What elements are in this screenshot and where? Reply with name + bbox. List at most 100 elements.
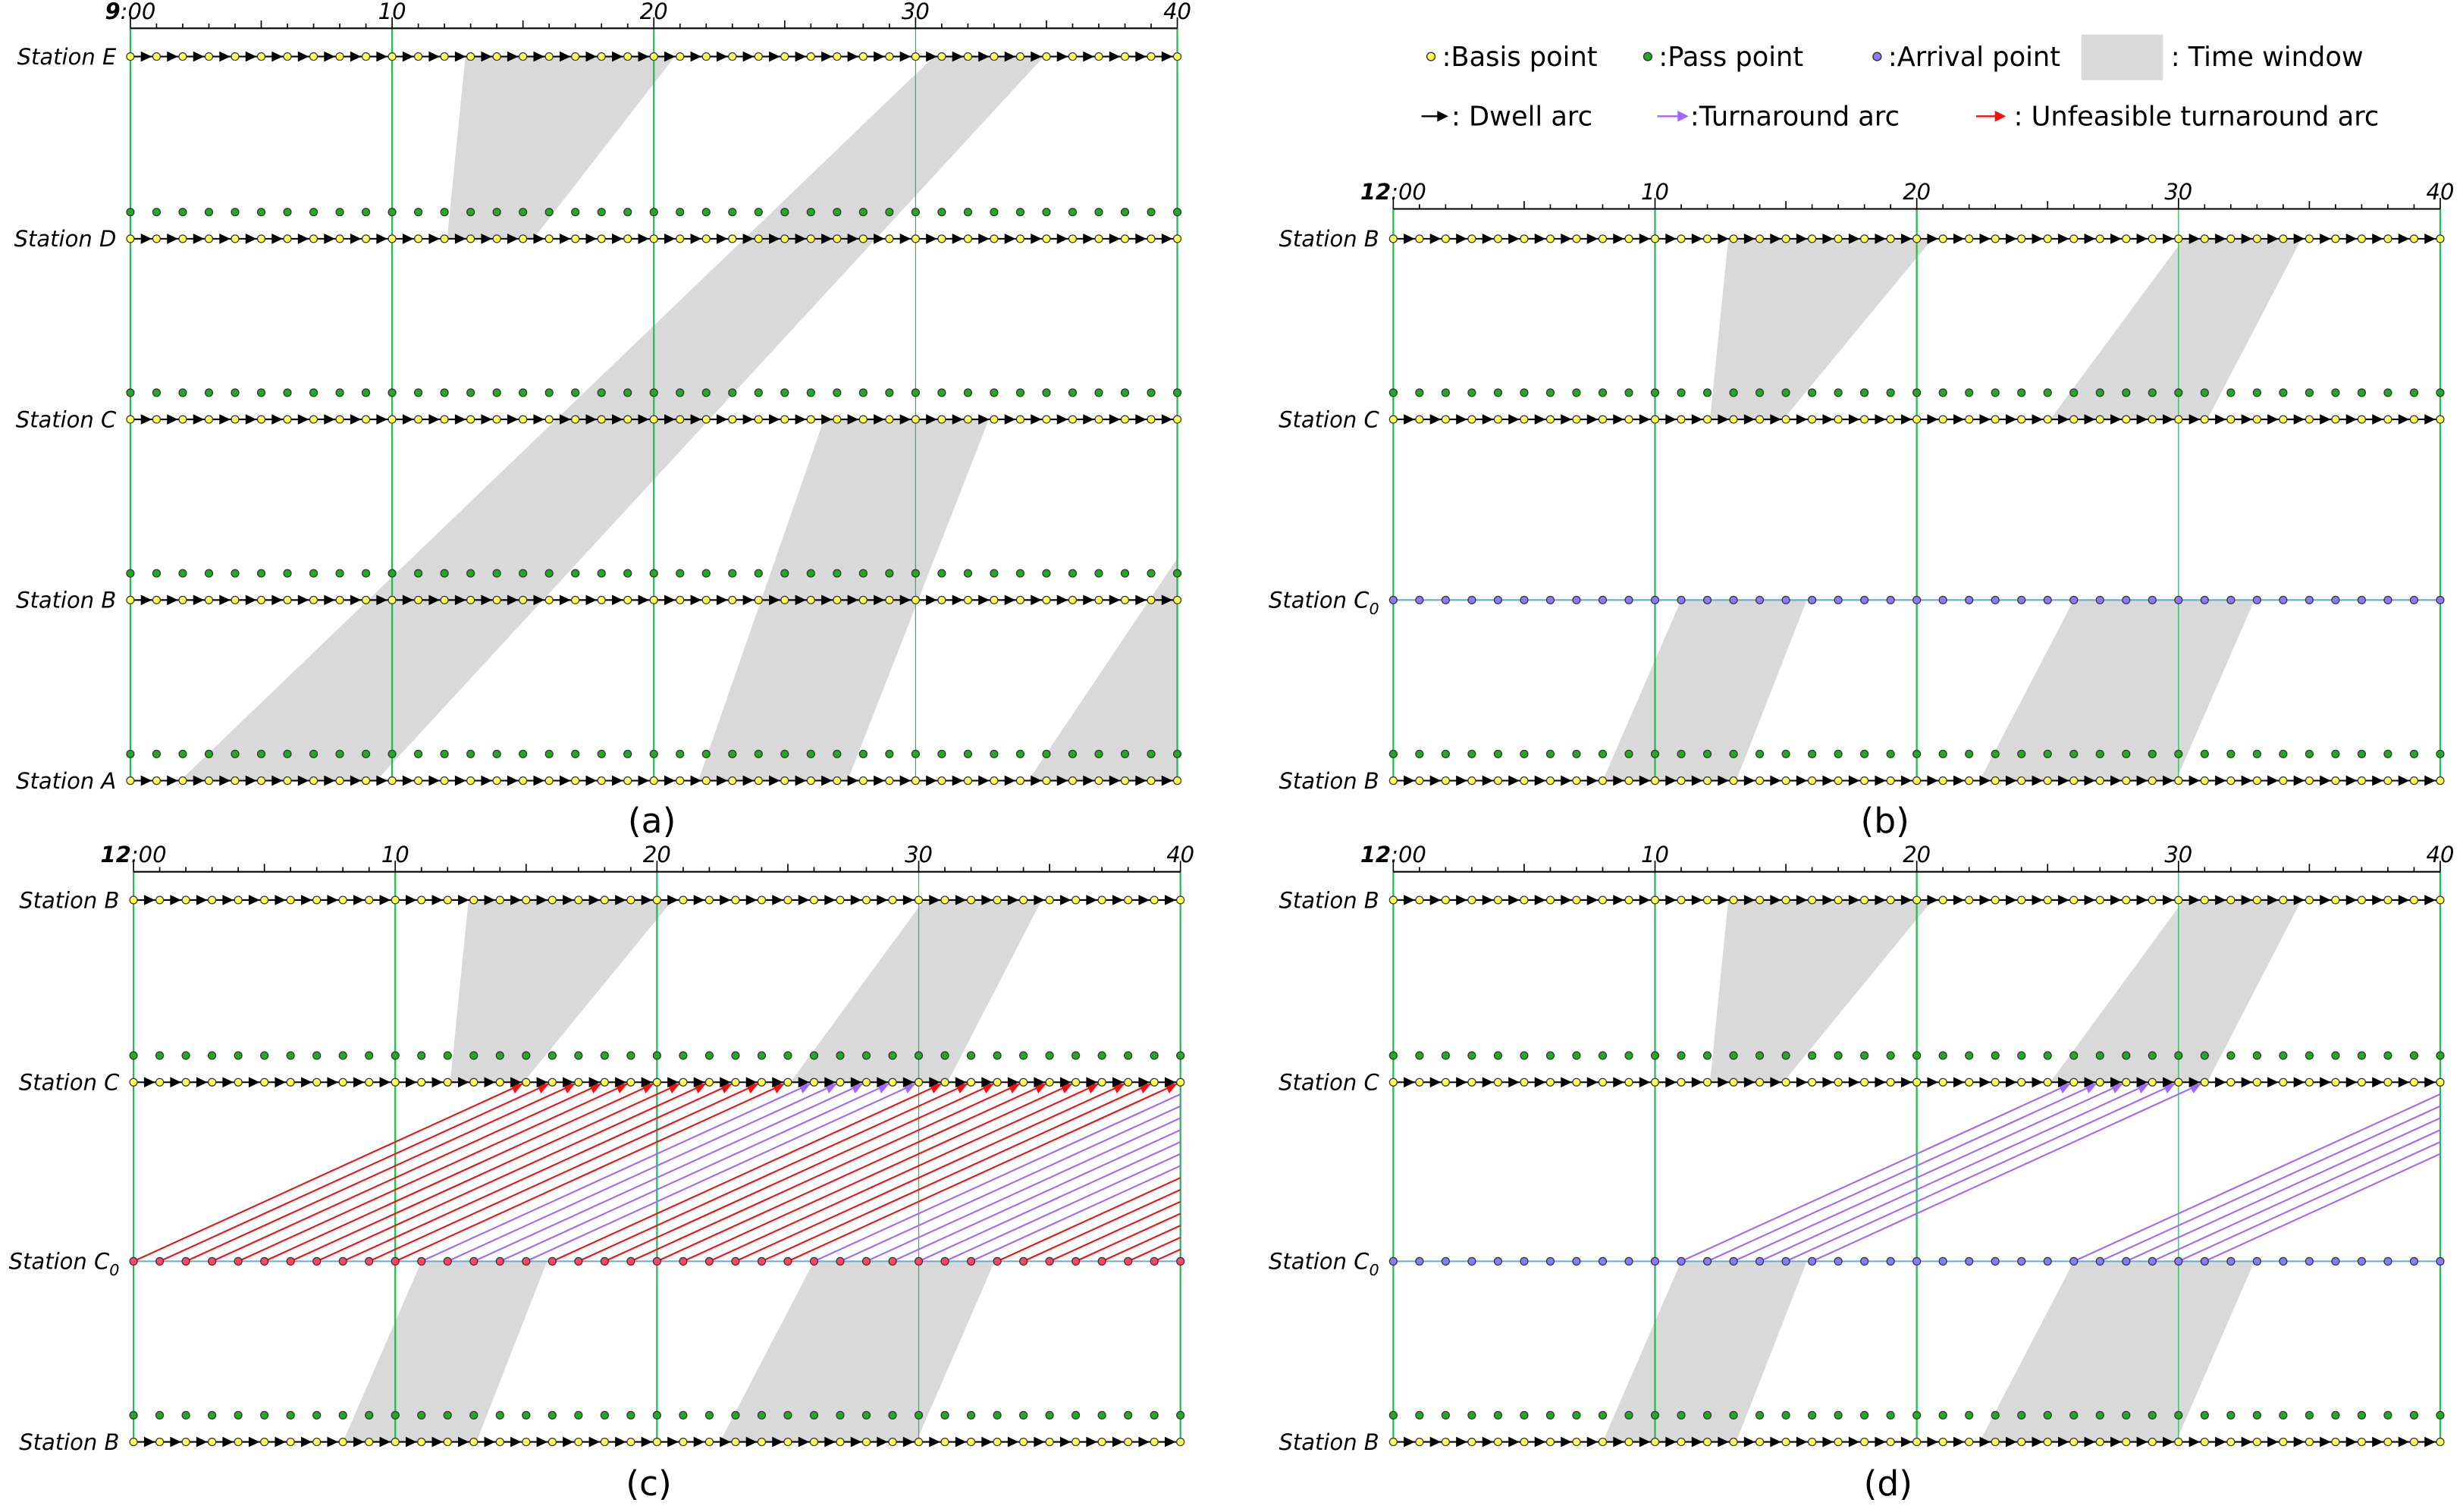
pass-point (312, 1410, 322, 1419)
dwell-arc-head (717, 775, 728, 786)
pass-point (990, 388, 999, 397)
pass-point (1147, 388, 1156, 397)
arrival-point (2279, 595, 2288, 604)
dwell-arc-head (2345, 775, 2358, 786)
pass-point (701, 208, 711, 217)
dwell-arc-head (219, 234, 231, 244)
pass-point (676, 388, 685, 397)
dwell-arc-head (2424, 414, 2436, 425)
pass-point (2331, 1051, 2340, 1060)
basis-point (1150, 1078, 1159, 1087)
turnaround-arc (447, 1081, 841, 1263)
pass-point (2069, 749, 2079, 758)
dwell-arc-head (406, 895, 417, 905)
pass-point (1938, 388, 1947, 397)
basis-point (2357, 1437, 2367, 1447)
arrival-point (2409, 595, 2419, 604)
pass-point (2174, 388, 2183, 397)
time-window (790, 899, 1042, 1083)
basis-point (231, 776, 240, 786)
basis-point (1729, 896, 1738, 905)
dwell-arc-head (222, 1077, 234, 1088)
dwell-arc-head (821, 594, 833, 606)
dwell-arc-head (1456, 895, 1467, 905)
basis-point (1650, 896, 1660, 905)
basis-point (466, 415, 475, 424)
station-name: Station C (16, 406, 117, 432)
dwell-arc-head (2215, 1436, 2226, 1448)
dwell-arc-head (2215, 234, 2226, 244)
pass-point (1045, 1051, 1054, 1060)
dwell-arc-head (559, 775, 571, 786)
basis-point (2383, 234, 2392, 243)
dwell-arc-head (1796, 895, 1808, 905)
dwell-arc-head (1639, 234, 1651, 244)
arrival-point (2383, 1256, 2392, 1266)
legend-window-swatch (2081, 34, 2163, 80)
dwell-arc-head (2163, 234, 2174, 244)
dwell-arc-head (2110, 414, 2122, 425)
basis-point (1834, 415, 1843, 424)
pass-point (885, 388, 894, 397)
station-label: Station B (1279, 887, 1379, 913)
basis-point (1781, 415, 1790, 424)
basis-point (152, 776, 162, 786)
dwell-arc-head (140, 414, 152, 425)
basis-point (1124, 1256, 1133, 1266)
dwell-arc-head (2372, 1077, 2383, 1088)
arrival-point (1729, 595, 1738, 604)
station-name: Station C (19, 1070, 120, 1096)
basis-point (809, 1078, 819, 1087)
pass-point (1172, 208, 1182, 217)
dwell-arc-head (484, 895, 496, 905)
basis-point (1415, 896, 1424, 905)
dwell-arc-head (2006, 1077, 2017, 1088)
pass-point (990, 208, 999, 217)
dwell-arc-head (300, 1077, 312, 1088)
dwell-arc-head (271, 234, 283, 244)
dwell-arc-head (1665, 895, 1677, 905)
dwell-arc-head (1429, 1436, 1442, 1448)
pass-point (623, 569, 632, 578)
basis-point (495, 1437, 504, 1447)
dwell-arc-head (2110, 1077, 2122, 1088)
pass-point (649, 749, 658, 758)
basis-point (544, 776, 554, 786)
basis-point (597, 234, 606, 243)
basis-point (387, 776, 397, 786)
dwell-arc-head (219, 775, 231, 786)
arrival-point (2305, 1256, 2314, 1266)
basis-point (911, 595, 920, 604)
pass-point (1172, 749, 1182, 758)
dwell-arc-head (193, 234, 205, 244)
dwell-arc-head (1456, 234, 1467, 244)
station-name: Station B (1279, 226, 1379, 252)
dwell-arc-head (1109, 234, 1121, 244)
dwell-arc-head (824, 1077, 836, 1088)
dwell-arc-head (376, 594, 387, 606)
basis-point (1781, 776, 1790, 786)
arrival-point (1886, 1256, 1895, 1266)
dwell-arc-head (1138, 895, 1150, 905)
pass-point (701, 388, 711, 397)
basis-point (649, 595, 658, 604)
pass-point (1886, 749, 1895, 758)
dwell-arc-head (588, 1077, 601, 1088)
basis-point (780, 52, 789, 61)
dwell-arc-head (926, 414, 937, 425)
dwell-arc-head (1482, 775, 1494, 786)
basis-point (704, 1437, 714, 1447)
basis-point (679, 1437, 688, 1447)
dwell-arc-head (507, 414, 519, 425)
pass-point (728, 388, 737, 397)
dwell-arc-head (143, 1436, 155, 1448)
dwell-arc-head (690, 51, 702, 62)
station-name: Station E (17, 44, 117, 70)
basis-point (443, 1078, 452, 1087)
arrival-point (1991, 595, 2000, 604)
pass-point (623, 388, 632, 397)
pass-point (574, 1410, 583, 1419)
station-label: Station E (17, 44, 117, 70)
pass-point (1991, 749, 2000, 758)
